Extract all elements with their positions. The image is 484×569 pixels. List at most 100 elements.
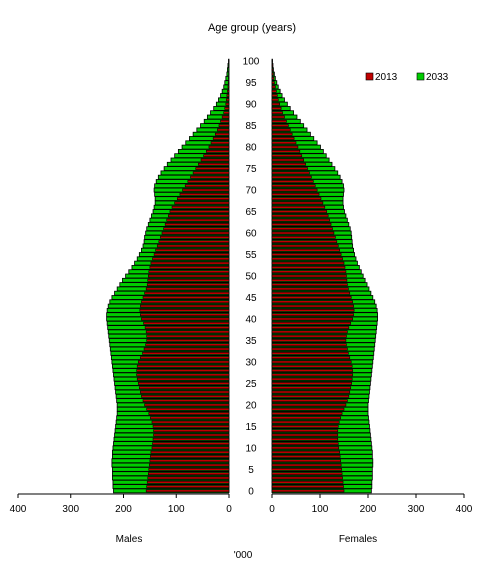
male-2013-bar — [156, 244, 230, 248]
female-2013-bar — [271, 244, 339, 248]
male-2013-bar — [147, 476, 230, 480]
female-2013-bar — [271, 356, 351, 360]
female-2013-bar — [271, 394, 350, 398]
male-2013-bar — [153, 433, 230, 437]
male-2013-bar — [226, 94, 230, 97]
female-2013-bar — [271, 429, 339, 433]
male-2013-bar — [143, 347, 230, 351]
legend-swatch-2013 — [365, 72, 374, 81]
male-2013-bar — [145, 287, 230, 291]
female-2013-bar — [271, 158, 304, 162]
male-2013-bar — [227, 81, 230, 85]
female-2013-bar — [271, 446, 340, 450]
male-2013-bar — [149, 459, 230, 463]
male-2013-bar — [184, 184, 230, 188]
age-tick-label: 45 — [245, 293, 257, 304]
male-2013-bar — [151, 446, 230, 450]
female-2013-bar — [271, 442, 339, 445]
female-2013-bar — [271, 373, 353, 377]
male-2013-bar — [158, 240, 230, 243]
female-2013-bar — [271, 124, 289, 127]
female-2013-bar — [271, 98, 279, 102]
male-2013-bar — [146, 480, 230, 484]
female-2013-bar — [271, 214, 329, 218]
male-x-tick-label: 400 — [10, 504, 27, 515]
male-x-ticks: 0 100 200 300 400 — [10, 494, 232, 515]
male-2013-bar — [145, 330, 230, 334]
male-2013-bar — [136, 377, 230, 381]
female-2013-bar — [271, 240, 338, 243]
male-2013-bar — [187, 180, 230, 183]
male-2013-bar — [146, 485, 230, 488]
female-2013-bar — [271, 201, 324, 205]
male-2013-bar — [146, 283, 230, 286]
male-bars — [106, 58, 230, 494]
male-2013-bar — [169, 210, 230, 213]
female-2013-bar — [271, 102, 280, 106]
age-tick-label: 65 — [245, 207, 257, 218]
female-2013-bar — [271, 313, 354, 317]
female-2013-bar — [271, 403, 347, 407]
male-2013-bar — [227, 85, 230, 89]
female-2013-bar — [271, 455, 341, 458]
female-x-tick-label: 100 — [312, 504, 329, 515]
female-2013-bar — [271, 76, 275, 80]
male-2013-bar — [166, 218, 230, 222]
male-2013-bar — [139, 386, 230, 390]
male-2013-bar — [218, 124, 230, 127]
female-2013-bar — [271, 390, 351, 394]
female-2013-bar — [271, 188, 318, 192]
female-x-tick-label: 300 — [408, 504, 425, 515]
age-tick-label: 60 — [245, 229, 257, 240]
female-2013-bar — [271, 235, 336, 239]
male-2013-bar — [182, 188, 230, 192]
female-2013-bar — [271, 480, 344, 484]
female-2013-bar — [271, 192, 320, 196]
female-2013-bar — [271, 450, 340, 454]
male-2013-bar — [142, 296, 230, 299]
female-2013-bar — [271, 81, 275, 85]
female-2013-bar — [271, 180, 314, 183]
male-2013-bar — [148, 467, 230, 471]
male-2013-bar — [200, 158, 230, 162]
female-2013-bar — [271, 137, 295, 140]
male-2013-bar — [214, 132, 230, 136]
female-2013-bar — [271, 89, 277, 93]
female-2013-bar — [271, 145, 299, 149]
female-2013-bar — [271, 334, 347, 338]
male-2013-bar — [179, 192, 230, 196]
male-2013-bar — [151, 420, 230, 424]
female-2013-bar — [271, 377, 353, 381]
female-2013-bar — [271, 205, 326, 209]
legend: 2013 2033 — [365, 72, 449, 83]
male-2013-bar — [144, 291, 230, 295]
male-x-tick-label: 300 — [62, 504, 79, 515]
age-tick-label: 35 — [245, 336, 257, 347]
male-2013-bar — [141, 300, 230, 304]
female-2013-bar — [271, 64, 274, 67]
age-tick-label: 75 — [245, 164, 257, 175]
male-2013-bar — [145, 343, 230, 347]
female-2013-bar — [271, 248, 340, 252]
female-2013-bar — [271, 231, 335, 235]
age-axis-labels: 0 5 10 15 20 25 30 35 40 45 50 55 60 65 70 75 80 85 90 95 10… — [243, 57, 260, 498]
age-tick-label: 80 — [245, 143, 257, 154]
male-2013-bar — [148, 412, 230, 415]
age-tick-label: 25 — [245, 379, 257, 390]
female-2013-bar — [271, 386, 352, 390]
female-2013-bar — [271, 339, 347, 342]
female-2013-bar — [271, 85, 276, 89]
female-2013-bar — [271, 459, 341, 463]
female-2013-bar — [271, 111, 283, 115]
unit-label: '000 — [234, 550, 253, 561]
female-2013-bar — [271, 68, 274, 72]
female-2013-bar — [271, 218, 330, 222]
female-2013-bar — [271, 425, 339, 428]
male-2013-bar — [212, 137, 230, 140]
male-2013-bar — [136, 373, 230, 377]
female-2013-bar — [271, 167, 308, 170]
female-bars — [271, 58, 378, 494]
female-2013-bar — [271, 364, 353, 368]
female-2013-bar — [271, 399, 348, 402]
female-2013-bar — [271, 369, 353, 372]
